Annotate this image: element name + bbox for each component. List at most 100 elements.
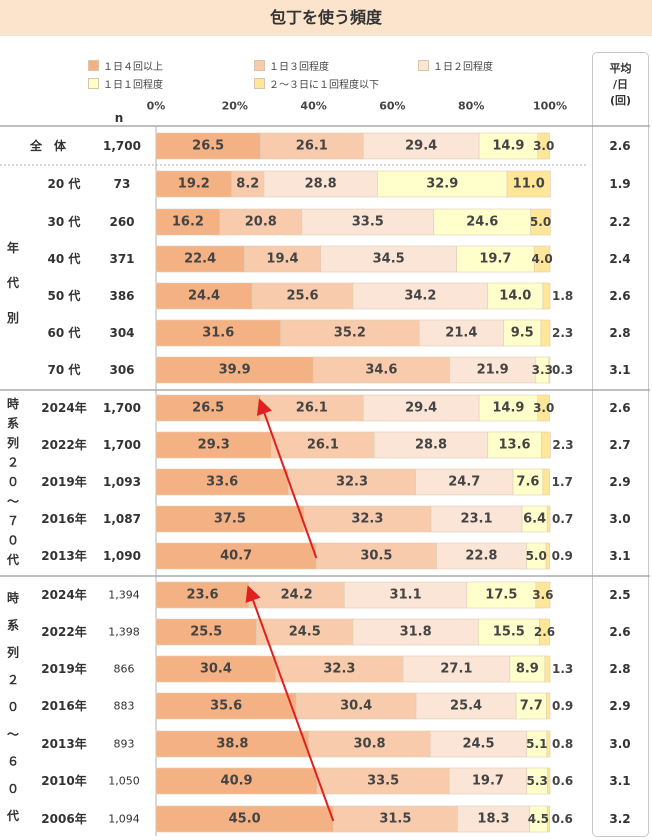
legend-swatch (254, 60, 265, 71)
data-label: 1.3 (552, 662, 573, 676)
group-label-char: 列 (7, 435, 19, 450)
row-label: 40 代 (48, 251, 81, 266)
bar-segment (155, 542, 317, 570)
axis-tick-label: 0% (147, 100, 166, 113)
group-label-char: 系 (7, 617, 19, 632)
data-label: 26.5 (192, 139, 224, 154)
data-label: 14.0 (499, 289, 531, 304)
row-label: 2016年 (41, 698, 86, 713)
row-average: 2.6 (609, 289, 630, 303)
row-label: 2019年 (41, 661, 86, 676)
data-label: 18.3 (477, 812, 509, 827)
data-label: 22.4 (184, 252, 216, 267)
data-label: 17.5 (485, 588, 517, 603)
data-label: 30.4 (340, 699, 372, 714)
data-label: 45.0 (229, 812, 261, 827)
row-n: 1,394 (108, 589, 140, 602)
data-label: 32.3 (323, 662, 355, 677)
row-label: 2010年 (41, 773, 86, 788)
bar-segment (288, 468, 416, 496)
data-label: 3.6 (532, 588, 553, 602)
group-label-char: ０ (7, 782, 19, 796)
row-label: 60 代 (48, 325, 81, 340)
data-label: 19.7 (472, 774, 504, 789)
row-label: 20 代 (48, 176, 81, 191)
row-average: 2.2 (609, 215, 630, 229)
bar-segment (344, 581, 468, 609)
bar-segment (535, 581, 551, 609)
group-label-char: ０ (7, 700, 19, 714)
bar-segment (433, 208, 531, 236)
legend-item-2: １日２回程度 (418, 58, 493, 73)
data-label: 6.4 (523, 512, 546, 527)
group-label-char: ２ (7, 456, 19, 470)
data-label: 1.7 (552, 475, 573, 489)
data-label: 0.6 (552, 774, 573, 788)
bar-segment (295, 692, 417, 720)
row-label: 2006年 (41, 811, 86, 826)
bar-segment (477, 618, 540, 646)
group-label-char: ０ (7, 534, 19, 548)
bar-segment (280, 319, 420, 347)
data-label: 15.5 (493, 625, 525, 640)
row-n: 1,700 (103, 139, 141, 153)
legend-swatch (88, 60, 99, 71)
row-n: 304 (109, 326, 134, 340)
row-average: 1.9 (609, 177, 630, 191)
row-average: 2.8 (609, 662, 630, 676)
bar-segment (533, 245, 551, 273)
data-label: 25.5 (190, 625, 222, 640)
row-n: 1,093 (103, 475, 141, 489)
data-label: 32.3 (351, 512, 383, 527)
row-average: 2.6 (609, 625, 630, 639)
average-column: 平均 /日 (回) (592, 52, 649, 837)
row-average: 2.9 (609, 699, 630, 713)
row-n: 386 (109, 289, 134, 303)
bar-segment (320, 245, 457, 273)
data-label: 5.1 (526, 737, 547, 751)
bar-segment (231, 170, 265, 198)
bar-segment (155, 805, 334, 833)
bar-segment (377, 170, 508, 198)
data-label: 39.9 (219, 363, 251, 378)
bar-segment (478, 394, 539, 422)
bar-segment (219, 208, 303, 236)
row-n: 1,700 (103, 401, 141, 415)
bar-segment (155, 319, 281, 347)
row-label: 30 代 (48, 214, 81, 229)
bar-segment (521, 505, 548, 533)
bar-segment (155, 394, 261, 422)
group-label-char: ～ (7, 495, 19, 509)
bar-segment (260, 394, 364, 422)
legend-item-less: ２～３日に１回程度以下 (254, 76, 379, 91)
legend: １日４回以上 １日３回程度 １日２回程度 １日１回程度 ２～３日に１回程度以下 (88, 58, 588, 92)
data-label: 28.8 (415, 438, 447, 453)
data-label: 24.5 (289, 625, 321, 640)
bar-segment (362, 132, 480, 160)
bar-segment (155, 505, 305, 533)
data-label: 8.2 (236, 177, 259, 192)
data-label: 34.2 (404, 289, 436, 304)
bar-segment (546, 730, 551, 758)
data-label: 28.8 (305, 177, 337, 192)
data-label: 24.5 (462, 737, 494, 752)
bar-segment (457, 805, 530, 833)
row-average: 2.9 (609, 475, 630, 489)
data-label: 23.6 (186, 588, 218, 603)
data-label: 26.1 (307, 438, 339, 453)
trend-arrow (256, 398, 318, 559)
data-label: 2.6 (534, 625, 555, 639)
data-label: 32.3 (336, 475, 368, 490)
row-average: 3.0 (609, 512, 630, 526)
bar-segment (537, 394, 550, 422)
row-n: 73 (114, 177, 131, 191)
data-label: 30.8 (354, 737, 386, 752)
data-label: 33.6 (206, 475, 238, 490)
legend-swatch (254, 78, 265, 89)
data-label: 19.4 (266, 252, 298, 267)
data-label: 31.5 (379, 812, 411, 827)
bar-segment (260, 132, 364, 160)
bar-segment (303, 505, 432, 533)
